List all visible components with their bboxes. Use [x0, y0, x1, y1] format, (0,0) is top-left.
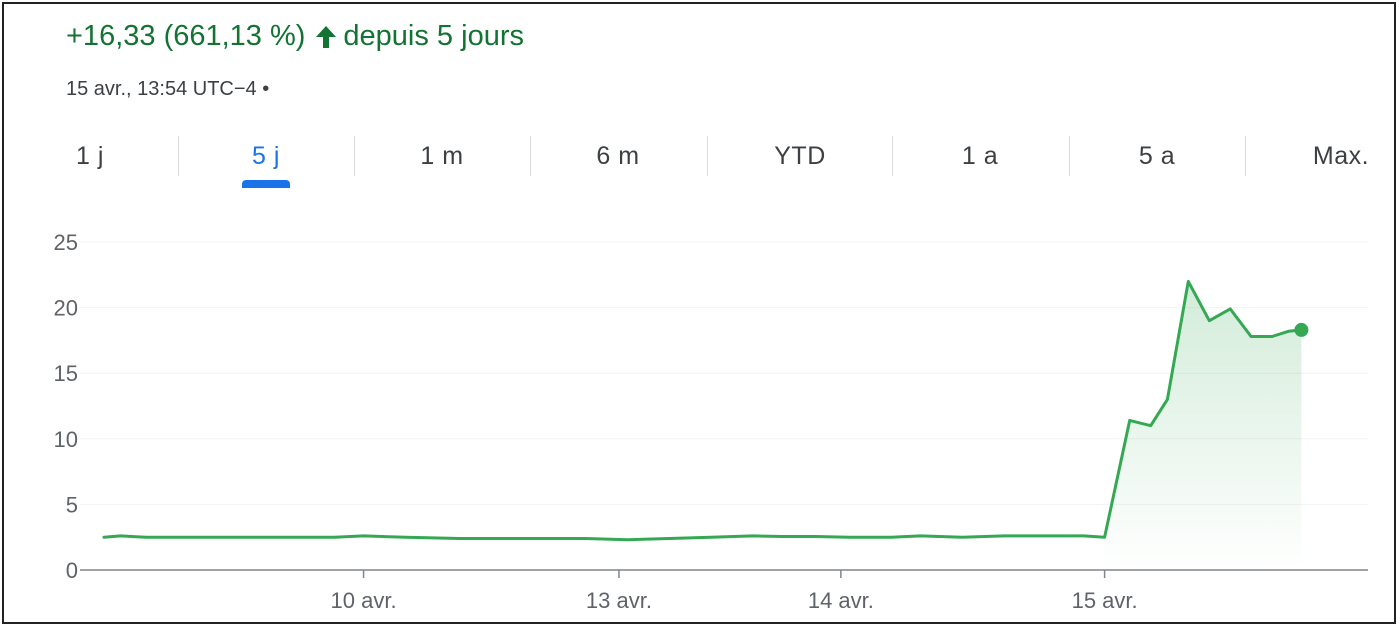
- x-tick-label: 10 avr.: [331, 588, 397, 613]
- tab-1-day[interactable]: 1 j: [76, 142, 104, 170]
- price-change-period: depuis 5 jours: [343, 20, 524, 52]
- x-tick-label: 13 avr.: [586, 588, 652, 613]
- y-tick-label: 5: [66, 492, 78, 517]
- price-change-value: +16,33 (661,13 %): [66, 20, 306, 52]
- arrow-up-icon: [315, 25, 337, 49]
- timestamp: 15 avr., 13:54 UTC−4 •: [66, 78, 270, 100]
- x-tick-label: 14 avr.: [808, 588, 874, 613]
- range-tabs: 1 j 5 j 1 m 6 m YTD 1 a 5 a Max.: [0, 134, 1400, 190]
- y-tick-label: 15: [54, 361, 78, 386]
- price-change-headline: +16,33 (661,13 %) depuis 5 jours: [66, 20, 524, 53]
- last-price-point: [1294, 322, 1309, 337]
- active-tab-indicator: [242, 180, 290, 188]
- y-tick-label: 10: [54, 427, 78, 452]
- tab-5-days[interactable]: 5 j: [252, 142, 280, 170]
- tab-divider: [707, 136, 708, 176]
- tab-1-year[interactable]: 1 a: [961, 142, 999, 170]
- tab-divider: [1245, 136, 1246, 176]
- y-tick-label: 25: [54, 230, 78, 255]
- tab-6-months[interactable]: 6 m: [596, 142, 640, 170]
- tab-divider: [892, 136, 893, 176]
- tab-divider: [1069, 136, 1070, 176]
- tab-divider: [530, 136, 531, 176]
- tab-divider: [354, 136, 355, 176]
- y-tick-label: 20: [54, 296, 78, 321]
- x-tick-label: 15 avr.: [1072, 588, 1138, 613]
- tab-ytd[interactable]: YTD: [774, 142, 826, 170]
- y-tick-label: 0: [66, 558, 78, 583]
- tab-5-years[interactable]: 5 a: [1138, 142, 1176, 170]
- price-series-line: [102, 279, 1303, 542]
- price-area-fill: [1104, 281, 1302, 570]
- tab-divider: [178, 136, 179, 176]
- tab-max[interactable]: Max.: [1312, 142, 1370, 170]
- tab-1-month[interactable]: 1 m: [420, 142, 464, 170]
